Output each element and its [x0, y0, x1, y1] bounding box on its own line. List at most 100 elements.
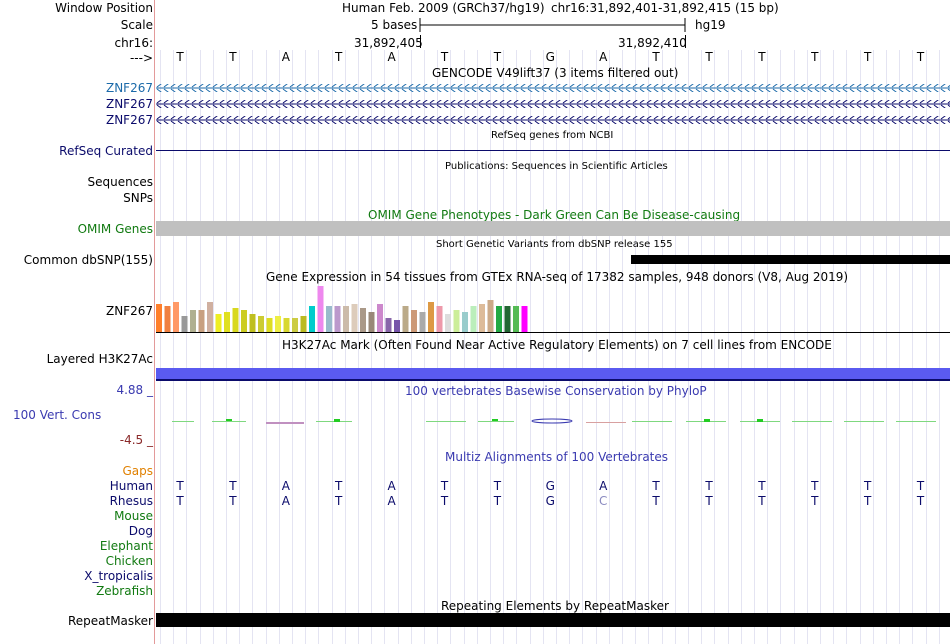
gtex-tissue-bar[interactable] [241, 310, 247, 332]
alignment-base: T [916, 494, 925, 508]
refseq-label[interactable]: RefSeq Curated [59, 144, 153, 158]
gtex-tissue-bar[interactable] [317, 286, 324, 332]
gtex-tissue-bar[interactable] [232, 308, 239, 332]
gtex-tissue-bar[interactable] [479, 304, 485, 332]
grid-line [556, 50, 557, 644]
grid-line [490, 50, 491, 644]
grid-line [410, 50, 412, 644]
gtex-tissue-bar[interactable] [428, 302, 434, 332]
gencode-gene-1[interactable]: ZNF267 [105, 81, 153, 95]
omim-label[interactable]: OMIM Genes [77, 222, 153, 236]
grid-line [727, 50, 729, 644]
gtex-tissue-bar[interactable] [470, 306, 477, 332]
gtex-tissue-bar[interactable] [360, 308, 366, 332]
species-xtropicalis-label[interactable]: X_tropicalis [84, 569, 153, 583]
gtex-tissue-bar[interactable] [368, 312, 375, 332]
h3k27ac-signal[interactable] [156, 368, 950, 379]
gtex-tissue-bar[interactable] [190, 310, 196, 332]
gencode-gene-2[interactable]: ZNF267 [105, 97, 153, 111]
gtex-tissue-bar[interactable] [496, 306, 502, 332]
gtex-tissue-bar[interactable] [402, 306, 409, 332]
gtex-tissue-bar[interactable] [377, 304, 383, 332]
gtex-tissue-bar[interactable] [394, 320, 400, 332]
gtex-tissue-bar[interactable] [504, 306, 511, 332]
dbsnp-variant-bar[interactable] [631, 255, 950, 264]
gtex-tissue-bar[interactable] [351, 304, 358, 332]
gtex-tissue-bar[interactable] [462, 312, 468, 332]
h3k27ac-label[interactable]: Layered H3K27Ac [46, 352, 153, 366]
species-rhesus-label[interactable]: Rhesus [109, 494, 153, 508]
gtex-tissue-bar[interactable] [334, 306, 341, 332]
species-zebrafish-label[interactable]: Zebrafish [96, 584, 153, 598]
grid-line [476, 50, 478, 644]
gencode-transcripts[interactable] [156, 80, 950, 128]
omim-title[interactable]: OMIM Gene Phenotypes - Dark Green Can Be… [368, 208, 741, 222]
gtex-tissue-bar[interactable] [326, 306, 332, 332]
species-chicken-label[interactable]: Chicken [105, 554, 153, 568]
grid-line [278, 50, 280, 644]
gtex-tissue-bar[interactable] [521, 306, 528, 332]
gtex-tissue-bar[interactable] [453, 310, 460, 332]
grid-line [938, 50, 940, 644]
grid-line [661, 50, 663, 644]
gtex-tissue-bar[interactable] [419, 312, 426, 332]
gtex-tissue-bar[interactable] [436, 306, 443, 332]
gtex-tissue-bar[interactable] [249, 314, 256, 332]
gtex-tissue-bar[interactable] [181, 316, 188, 332]
species-human-label[interactable]: Human [109, 479, 153, 493]
species-mouse-label[interactable]: Mouse [114, 509, 153, 523]
species-elephant-label[interactable]: Elephant [99, 539, 153, 553]
gtex-tissue-bar[interactable] [445, 314, 451, 332]
gtex-tissue-bar[interactable] [258, 316, 264, 332]
gtex-bar-chart[interactable] [156, 282, 536, 334]
gtex-tissue-bar[interactable] [164, 306, 171, 332]
gtex-tissue-bar[interactable] [513, 306, 519, 332]
gtex-tissue-bar[interactable] [487, 300, 494, 332]
multiz-title[interactable]: Multiz Alignments of 100 Vertebrates [445, 450, 669, 464]
grid-line [305, 50, 307, 644]
conservation-label[interactable]: 100 Vert. Cons [13, 408, 102, 422]
gtex-tissue-bar[interactable] [385, 318, 392, 332]
ruler-tick-1: 31,892,405 [354, 36, 423, 50]
publications-snps-label[interactable]: SNPs [123, 191, 153, 205]
repeatmasker-title[interactable]: Repeating Elements by RepeatMasker [441, 599, 669, 613]
gtex-tissue-bar[interactable] [266, 318, 273, 332]
sequence-base: T [335, 50, 343, 64]
grid-line [173, 50, 175, 644]
gtex-tissue-bar[interactable] [215, 314, 222, 332]
refseq-title[interactable]: RefSeq genes from NCBI [491, 130, 614, 141]
gencode-gene-3[interactable]: ZNF267 [105, 113, 153, 127]
gtex-tissue-bar[interactable] [224, 312, 230, 332]
gtex-tissue-bar[interactable] [156, 304, 162, 332]
publications-sequences-label[interactable]: Sequences [87, 175, 153, 189]
multiz-gaps-label[interactable]: Gaps [122, 464, 153, 478]
gtex-tissue-bar[interactable] [300, 316, 307, 332]
dbsnp-label[interactable]: Common dbSNP(155) [23, 253, 153, 267]
repeatmasker-feature-bar[interactable] [156, 613, 950, 627]
dbsnp-title[interactable]: Short Genetic Variants from dbSNP releas… [436, 239, 673, 250]
refseq-transcript[interactable] [156, 150, 950, 151]
gtex-tissue-bar[interactable] [292, 318, 298, 332]
repeatmasker-label[interactable]: RepeatMasker [67, 614, 153, 628]
gtex-tissue-bar[interactable] [207, 302, 213, 332]
gtex-gene-label[interactable]: ZNF267 [105, 304, 153, 318]
gtex-tissue-bar[interactable] [283, 318, 290, 332]
gtex-tissue-bar[interactable] [198, 310, 205, 332]
grid-line [186, 50, 188, 644]
gencode-title[interactable]: GENCODE V49lift37 (3 items filtered out) [432, 66, 679, 80]
grid-line [912, 50, 914, 644]
grid-line [226, 50, 227, 644]
gtex-tissue-bar[interactable] [343, 306, 349, 332]
h3k27ac-title[interactable]: H3K27Ac Mark (Often Found Near Active Re… [282, 338, 832, 352]
gtex-tissue-bar[interactable] [411, 310, 417, 332]
conservation-title[interactable]: 100 vertebrates Basewise Conservation by… [405, 384, 707, 398]
conservation-plot[interactable] [156, 414, 950, 428]
omim-feature-bar[interactable] [156, 221, 950, 236]
species-dog-label[interactable]: Dog [128, 524, 153, 538]
gtex-title[interactable]: Gene Expression in 54 tissues from GTEx … [266, 270, 849, 284]
gtex-tissue-bar[interactable] [275, 316, 281, 332]
grid-line [846, 50, 848, 644]
gtex-tissue-bar[interactable] [309, 306, 315, 332]
publications-title[interactable]: Publications: Sequences in Scientific Ar… [445, 161, 668, 172]
gtex-tissue-bar[interactable] [173, 302, 179, 332]
